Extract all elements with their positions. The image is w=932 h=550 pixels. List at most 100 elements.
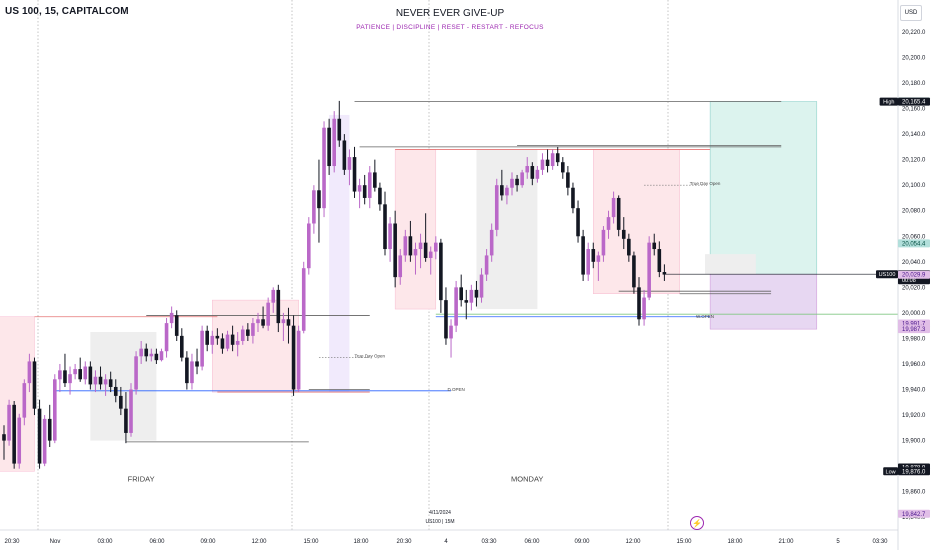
bear-candle — [230, 334, 235, 345]
price-tick-label: 19,980.0 — [902, 336, 926, 342]
price-tick-label: 19,920.0 — [902, 413, 926, 419]
bear-candle — [555, 153, 560, 163]
time-tick-label: 09:00 — [574, 539, 590, 545]
bull-candle — [103, 379, 108, 385]
bear-candle — [78, 369, 82, 380]
bear-candle — [500, 185, 504, 196]
bull-candle — [520, 172, 524, 186]
bear-candle — [246, 329, 250, 336]
info-symbol: US100 | 15M — [425, 519, 455, 525]
bull-candle — [251, 323, 255, 336]
bull-candle — [164, 323, 169, 352]
price-badge — [898, 97, 930, 106]
zone-lavender — [329, 114, 350, 393]
price-badge-text: 20,054.4 — [902, 241, 926, 247]
price-tick-label: 20,060.0 — [902, 234, 926, 240]
price-tick-label: 20,200.0 — [902, 55, 926, 61]
bear-candle — [530, 166, 535, 179]
bull-candle — [210, 335, 215, 345]
zone-pink — [593, 149, 680, 294]
bear-candle — [215, 335, 220, 339]
time-tick-label: 09:00 — [200, 539, 216, 545]
bear-candle — [474, 289, 479, 298]
bull-candle — [312, 190, 316, 224]
bull-candle — [550, 153, 555, 167]
bull-candle — [601, 229, 606, 256]
chart-annotation: True Day Open — [690, 181, 721, 186]
bull-candle — [27, 361, 32, 384]
bear-candle — [545, 159, 550, 167]
bull-candle — [200, 330, 204, 367]
bull-candle — [469, 289, 474, 303]
bull-candle — [271, 289, 276, 303]
time-tick-label: 03:30 — [481, 539, 497, 545]
bear-candle — [616, 197, 621, 230]
time-tick-label: 12:00 — [625, 539, 641, 545]
bull-candle — [642, 297, 646, 320]
bull-candle — [403, 236, 408, 256]
bear-candle — [576, 208, 580, 237]
bear-candle — [581, 236, 585, 275]
price-badge-text: 19,991.7 — [902, 321, 926, 327]
bull-candle — [586, 249, 590, 275]
bull-candle — [596, 255, 601, 262]
bull-candle — [428, 251, 433, 258]
time-tick-label: 20:30 — [396, 539, 412, 545]
bull-candle — [83, 366, 88, 380]
bull-candle — [535, 169, 540, 179]
price-badge-sub: 00:08 — [902, 278, 916, 284]
bear-candle — [276, 289, 281, 324]
bear-candle — [337, 118, 342, 141]
bear-candle — [220, 338, 225, 349]
bear-candle — [180, 335, 184, 358]
bull-candle — [53, 379, 57, 441]
bull-candle — [301, 268, 306, 331]
price-tick-label: 20,040.0 — [902, 260, 926, 266]
bull-candle — [494, 185, 499, 230]
chart-subtitle: PATIENCE | DISCIPLINE | RESET - RESTART … — [356, 24, 544, 31]
bull-candle — [647, 242, 651, 298]
bear-candle — [652, 242, 657, 250]
bear-candle — [317, 190, 321, 209]
bear-candle — [174, 315, 179, 336]
zone-teal — [709, 101, 818, 275]
bear-candle — [154, 353, 159, 361]
bear-candle — [261, 319, 265, 326]
price-badge-text: 19,842.7 — [902, 512, 926, 518]
zone-gray — [705, 254, 756, 275]
time-tick-label: 15:00 — [676, 539, 692, 545]
bull-candle — [357, 185, 362, 192]
bull-candle — [505, 187, 509, 196]
bull-candle — [510, 178, 514, 188]
bear-candle — [32, 361, 37, 409]
currency-button[interactable]: USD — [900, 5, 922, 21]
bull-candle — [240, 329, 245, 341]
price-tick-label: 19,960.0 — [902, 362, 926, 368]
bear-candle — [352, 157, 357, 192]
lightning-icon[interactable]: ⚡ — [690, 516, 704, 530]
time-tick-label: 12:00 — [251, 539, 267, 545]
bull-candle — [484, 255, 489, 275]
bear-candle — [571, 187, 575, 209]
price-tick-label: 20,100.0 — [902, 183, 926, 189]
bear-candle — [444, 300, 448, 339]
chart-annotation: FRIDAY — [128, 474, 155, 483]
bull-candle — [367, 172, 372, 198]
bear-candle — [459, 287, 463, 301]
bull-candle — [332, 118, 336, 167]
bear-candle — [657, 249, 662, 273]
bull-candle — [93, 376, 98, 385]
price-badge-label — [879, 97, 898, 106]
bull-candle — [388, 223, 392, 250]
zone-purple — [709, 273, 818, 330]
bull-candle — [413, 249, 418, 256]
bear-candle — [12, 404, 16, 464]
price-badge-text: 20,165.4 — [902, 100, 926, 106]
bear-candle — [195, 361, 199, 367]
symbol-label: US 100, 15, CAPITALCOM — [5, 6, 129, 17]
bull-candle — [266, 302, 270, 326]
price-badge-label-text: US100 — [879, 272, 896, 278]
bear-candle — [47, 418, 52, 441]
bull-candle — [281, 319, 286, 324]
